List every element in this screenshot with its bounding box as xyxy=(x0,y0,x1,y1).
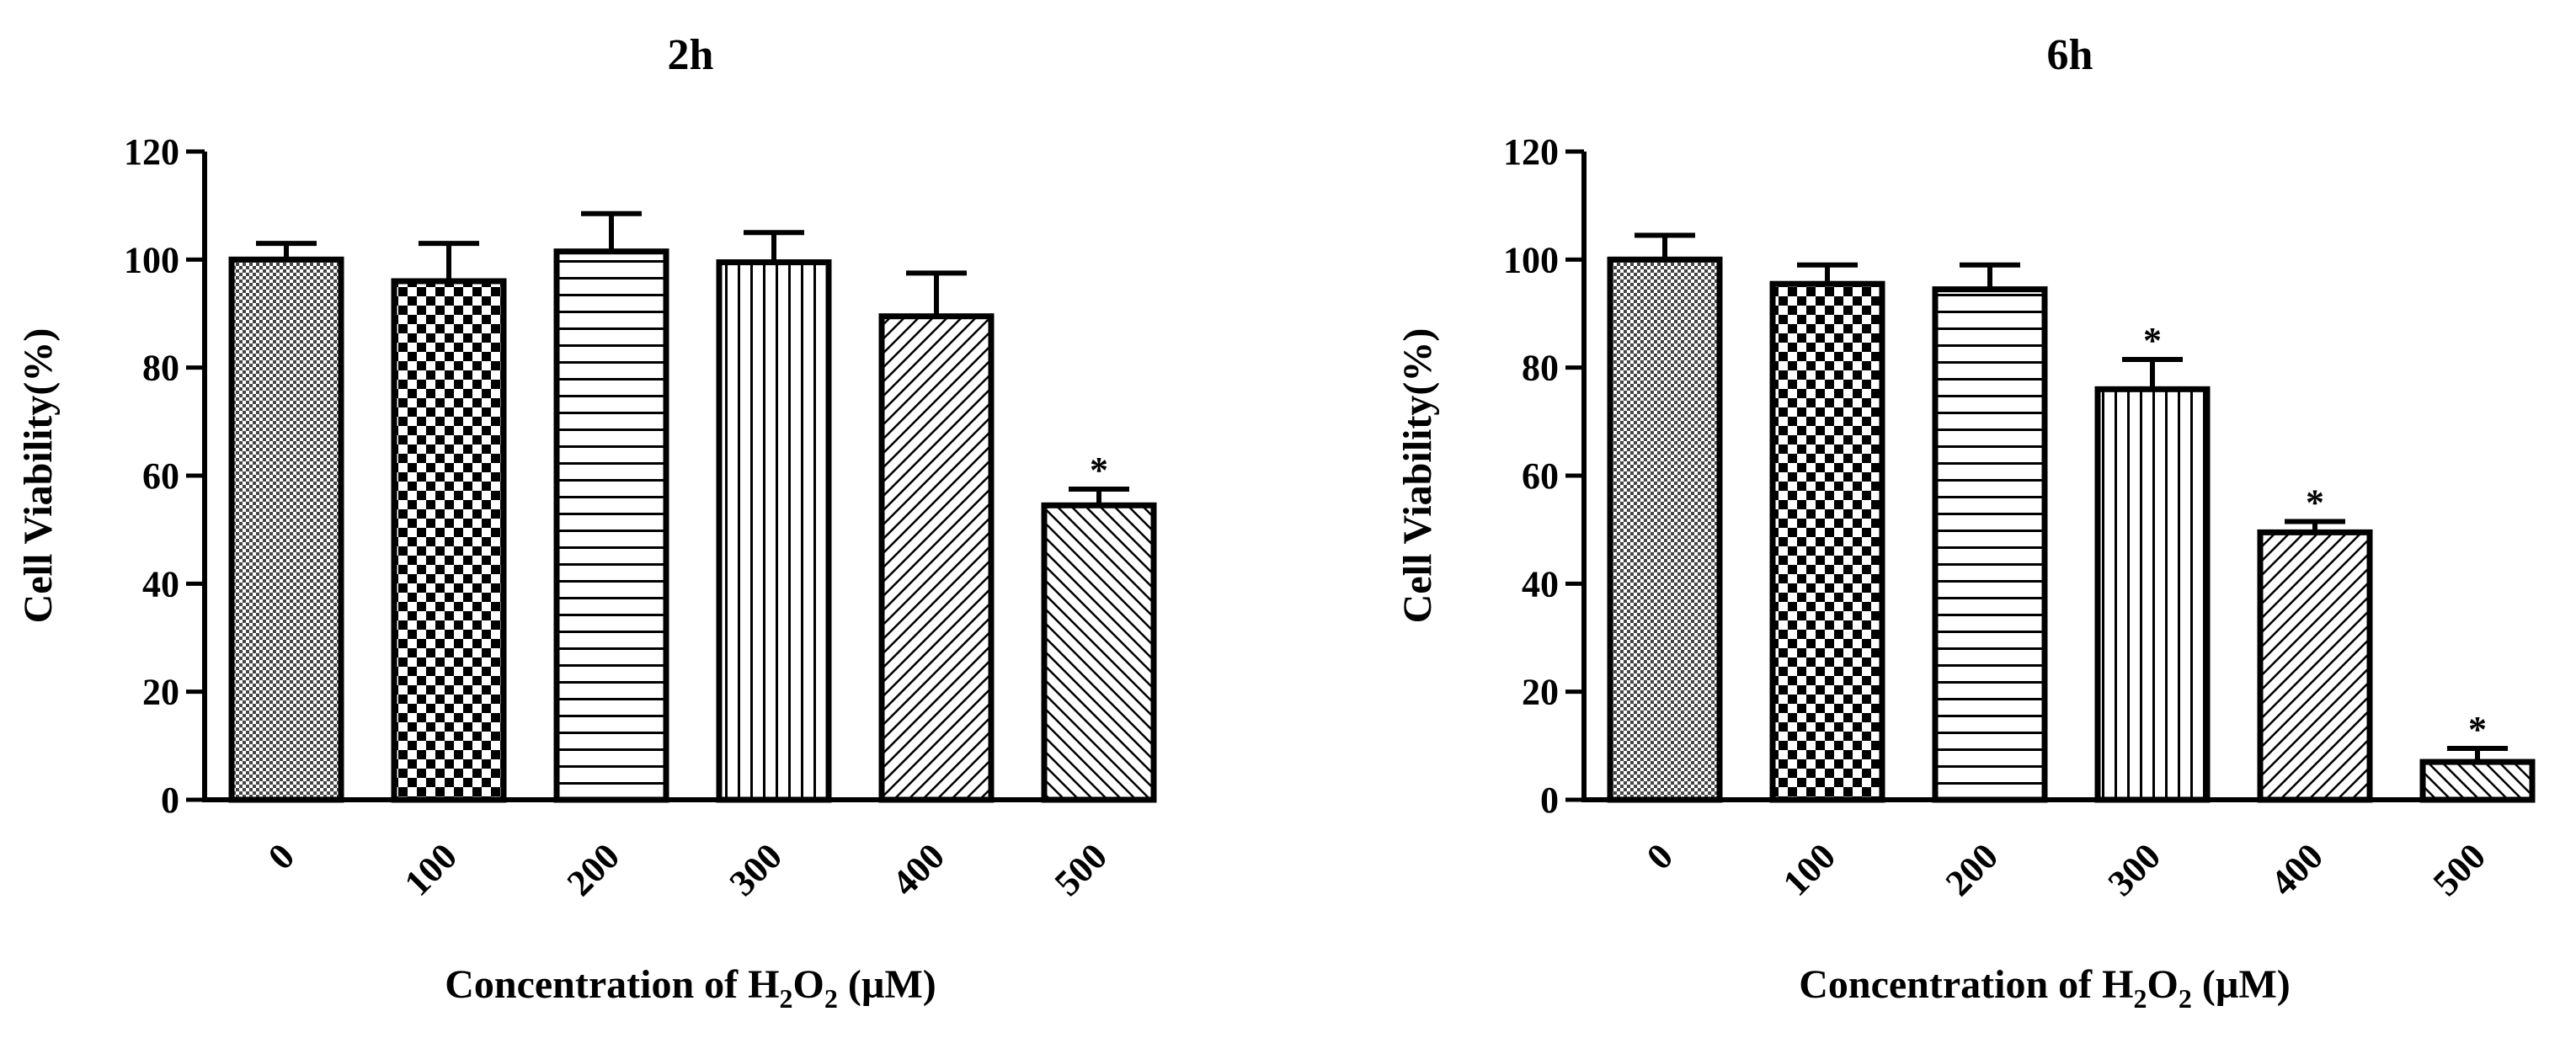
bar-100 xyxy=(391,278,507,803)
y-tick-label: 0 xyxy=(161,780,179,821)
bar-500 xyxy=(2419,759,2536,803)
significance-marker: * xyxy=(2306,482,2324,524)
x-tick-label: 500 xyxy=(2425,835,2493,903)
y-axis-label: Cell Viability(%) xyxy=(16,328,61,624)
bar-400 xyxy=(2257,529,2373,803)
x-tick-label: 100 xyxy=(1775,835,1843,903)
x-tick-label: 300 xyxy=(2100,835,2168,903)
y-tick-label: 120 xyxy=(1503,131,1559,173)
bar-300 xyxy=(716,259,832,803)
x-tick-label: 0 xyxy=(1639,835,1681,877)
chart-panel-2h: 2h 0 20 40 60 80 100 120 Cell Viability(%) 0 100 20… xyxy=(16,31,1157,1014)
x-tick-label: 300 xyxy=(722,835,790,903)
y-tick-label: 20 xyxy=(1522,672,1559,713)
x-tick-label: 200 xyxy=(1938,835,2006,903)
bar-200 xyxy=(553,248,669,803)
y-tick-label: 80 xyxy=(142,348,179,389)
bar-200 xyxy=(1932,286,2048,803)
chart-panel-6h: 6h 0 20 40 60 80 100 120 Cell Viability(%) 0 100 20… xyxy=(1395,31,2536,1014)
bar-0 xyxy=(1607,256,1723,803)
y-tick-label: 40 xyxy=(142,563,179,604)
bar-300 xyxy=(2094,386,2211,803)
y-tick-label: 100 xyxy=(1503,239,1559,280)
y-axis-label: Cell Viability(%) xyxy=(1395,328,1440,624)
x-tick-label: 400 xyxy=(884,835,952,903)
chart-title: 2h xyxy=(668,31,714,79)
y-tick-label: 120 xyxy=(124,131,179,173)
y-tick-label: 80 xyxy=(1522,348,1559,389)
significance-marker: * xyxy=(2468,709,2487,750)
x-tick-label: 0 xyxy=(260,835,302,877)
x-tick-label: 200 xyxy=(559,835,627,903)
y-tick-label: 60 xyxy=(142,455,179,497)
x-tick-label: 400 xyxy=(2263,835,2331,903)
bar-500 xyxy=(1041,502,1157,803)
bar-100 xyxy=(1769,280,1885,803)
significance-marker: * xyxy=(2143,320,2162,361)
x-axis-label: Concentration of H2O2 (µM) xyxy=(445,962,936,1014)
bar-400 xyxy=(878,313,995,803)
x-tick-label: 500 xyxy=(1047,835,1115,903)
y-tick-label: 0 xyxy=(1540,780,1559,821)
y-tick-label: 20 xyxy=(142,672,179,713)
y-tick-label: 60 xyxy=(1522,455,1559,497)
x-tick-label: 100 xyxy=(397,835,465,903)
y-tick-label: 100 xyxy=(124,239,179,280)
x-axis-label: Concentration of H2O2 (µM) xyxy=(1799,962,2291,1014)
bar-0 xyxy=(228,256,344,803)
y-tick-label: 40 xyxy=(1522,563,1559,604)
chart-title: 6h xyxy=(2047,31,2093,79)
significance-marker: * xyxy=(1090,450,1108,491)
